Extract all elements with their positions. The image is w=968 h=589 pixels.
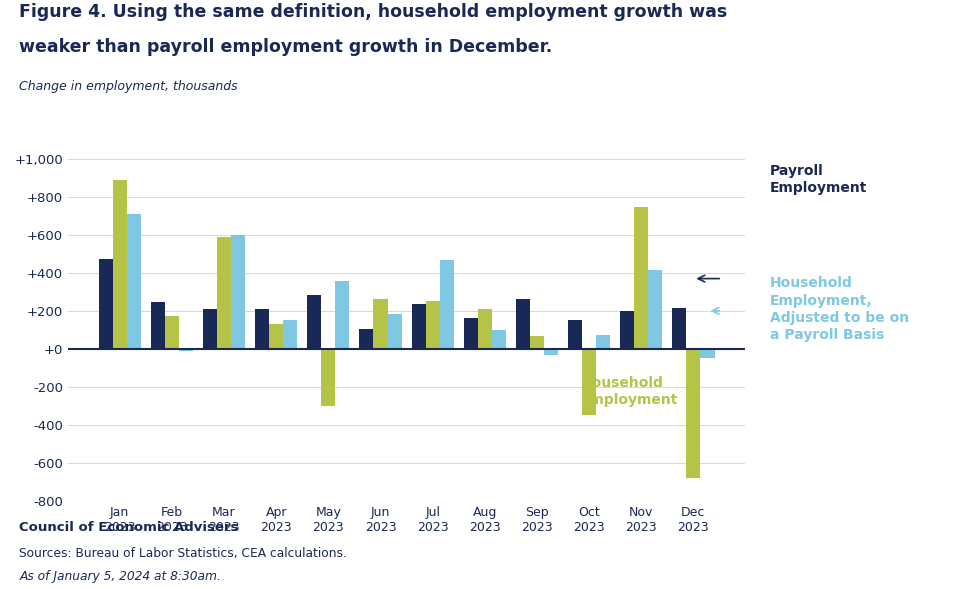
Bar <box>255 309 269 349</box>
Text: Payroll
Employment: Payroll Employment <box>770 164 867 196</box>
Bar <box>426 302 439 349</box>
Text: Council of Economic Advisers: Council of Economic Advisers <box>19 521 239 534</box>
Bar <box>203 309 217 349</box>
Text: Sources: Bureau of Labor Statistics, CEA calculations.: Sources: Bureau of Labor Statistics, CEA… <box>19 547 348 560</box>
Bar <box>387 314 402 349</box>
Bar <box>374 299 387 349</box>
Bar <box>673 308 686 349</box>
Bar <box>359 329 374 349</box>
Text: Household
Employment,
Adjusted to be on
a Payroll Basis: Household Employment, Adjusted to be on … <box>770 276 909 342</box>
Bar <box>568 320 582 349</box>
Bar <box>231 235 245 349</box>
Bar <box>269 324 284 349</box>
Bar <box>582 349 596 415</box>
Bar <box>411 304 426 349</box>
Bar <box>544 349 559 355</box>
Bar <box>649 270 662 349</box>
Bar <box>99 259 112 349</box>
Bar <box>478 309 492 349</box>
Text: Figure 4. Using the same definition, household employment growth was: Figure 4. Using the same definition, hou… <box>19 3 728 21</box>
Bar <box>321 349 335 406</box>
Bar <box>529 336 544 349</box>
Bar <box>165 316 179 349</box>
Bar <box>217 237 231 349</box>
Bar <box>439 260 454 349</box>
Bar <box>335 282 349 349</box>
Bar <box>686 349 701 478</box>
Bar <box>127 214 140 349</box>
Bar <box>151 302 165 349</box>
Bar <box>179 349 193 350</box>
Bar <box>620 311 634 349</box>
Bar <box>492 330 506 349</box>
Text: As of January 5, 2024 at 8:30am.: As of January 5, 2024 at 8:30am. <box>19 570 221 583</box>
Bar <box>307 296 321 349</box>
Text: Change in employment, thousands: Change in employment, thousands <box>19 80 238 92</box>
Bar <box>284 320 297 349</box>
Bar <box>464 317 478 349</box>
Text: Household
Employment: Household Employment <box>581 376 679 408</box>
Bar <box>596 335 610 349</box>
Text: weaker than payroll employment growth in December.: weaker than payroll employment growth in… <box>19 38 553 57</box>
Bar <box>516 299 529 349</box>
Bar <box>112 180 127 349</box>
Bar <box>634 207 649 349</box>
Bar <box>701 349 714 358</box>
